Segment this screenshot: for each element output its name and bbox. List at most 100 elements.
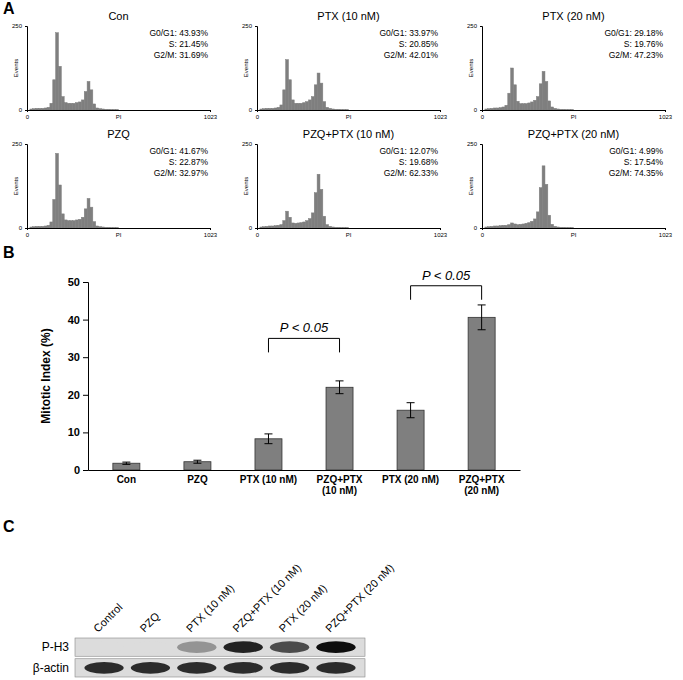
histogram-bar: [300, 223, 303, 228]
histogram-bar: [311, 97, 314, 110]
histogram-bar: [559, 227, 562, 228]
y-tick-mark: [83, 357, 88, 358]
histogram-panel: 010230250PZQG0/G1: 41.67%S: 22.87%G2/M: …: [12, 128, 218, 238]
cell-cycle-stat: G0/G1: 4.99%: [609, 146, 663, 156]
histogram-bar: [340, 227, 343, 228]
histogram-bar: [90, 207, 93, 228]
histogram-bar: [70, 103, 73, 110]
x-tick-mark: [440, 228, 441, 230]
histogram-bar: [64, 103, 67, 110]
histogram-bar: [84, 92, 87, 110]
y-tick: 0: [19, 107, 27, 113]
histogram-bar: [47, 107, 50, 110]
histogram-bar: [505, 225, 508, 228]
x-axis: 0 1023: [481, 228, 673, 238]
histogram-bar: [113, 109, 116, 110]
error-bar: [407, 403, 415, 418]
histogram-bar: [559, 109, 562, 110]
y-tick-label: 250: [467, 141, 478, 147]
x-tick: 0: [256, 228, 260, 238]
histogram-title: PTX (20 nM): [542, 10, 604, 22]
tick-label-line: PTX (20 nM): [382, 474, 439, 485]
x-tick-label: PZQ: [187, 474, 208, 485]
cell-cycle-stat: G2/M: 47.23%: [609, 50, 664, 60]
histogram-bar: [545, 81, 548, 110]
histogram-bar: [56, 153, 59, 228]
histogram-bar: [294, 223, 297, 228]
y-tick-label: 0: [474, 225, 478, 231]
cell-cycle-stat: G0/G1: 29.18%: [604, 28, 663, 38]
histogram-bar: [565, 109, 568, 110]
histogram-bar: [331, 227, 334, 228]
y-tick-mark: [83, 395, 88, 396]
histogram-bar: [556, 227, 559, 228]
y-tick: 40: [68, 314, 88, 326]
histogram-bar: [53, 199, 56, 228]
x-tick-mark: [440, 110, 441, 112]
x-tick-label: Con: [117, 474, 136, 485]
histogram-bar: [519, 104, 522, 110]
y-axis-title: Events: [13, 59, 19, 77]
y-tick: 0: [74, 464, 88, 476]
y-axis: 0 250: [467, 141, 483, 231]
histogram-bars: [485, 166, 574, 228]
x-axis: 01023: [256, 228, 448, 238]
x-axis-title: PI: [346, 114, 352, 120]
histogram-bar: [334, 109, 337, 110]
histogram-panel: 010230250ConG0/G1: 43.93%S: 21.45%G2/M: …: [12, 10, 218, 120]
error-bar: [264, 434, 272, 444]
histogram-bar: [485, 227, 488, 228]
histogram-panel: 010230250PTX (10 nM)G0/G1: 33.97%S: 20.8…: [242, 10, 448, 120]
histogram-bar: [511, 223, 514, 228]
histogram-bar: [283, 90, 286, 110]
histogram-bar: [334, 227, 337, 228]
x-tick-label: 0: [481, 114, 485, 120]
x-tick-label: 0: [481, 232, 485, 238]
cell-cycle-stat: G2/M: 32.97%: [154, 168, 209, 178]
histogram-bar: [119, 110, 210, 111]
y-axis-line: [25, 145, 28, 229]
histogram-bar: [288, 217, 291, 228]
histogram-bar: [297, 103, 300, 110]
y-tick-label: 0: [249, 107, 253, 113]
x-tick: Con: [117, 470, 136, 485]
x-axis-title: PI: [116, 114, 122, 120]
histogram-bar: [76, 220, 79, 228]
histogram-bar: [93, 104, 96, 110]
histogram-bar: [519, 224, 522, 228]
y-axis: 0250: [12, 141, 28, 231]
histogram-bar: [93, 222, 96, 228]
y-tick-label: 30: [68, 351, 80, 363]
histogram-bar: [96, 108, 99, 110]
x-axis-line: [483, 229, 666, 231]
y-tick-label: 0: [74, 464, 80, 476]
y-tick-label: 250: [242, 141, 253, 147]
histogram-panel: 010230250PZQ+PTX (10 nM)G0/G1: 12.07%S: …: [242, 128, 448, 238]
histogram-bar: [329, 108, 332, 110]
histogram-bar: [96, 226, 99, 228]
blot-band: [270, 641, 309, 653]
x-tick: 0: [481, 228, 485, 238]
histogram-bar: [283, 221, 286, 228]
cell-cycle-stat: S: 19.76%: [624, 39, 664, 49]
y-axis-title: Events: [243, 177, 249, 195]
x-tick: 1023: [434, 110, 448, 120]
blot-row-label: β-actin: [33, 661, 69, 675]
histogram-bar: [491, 108, 494, 110]
histogram-bar: [346, 109, 349, 110]
y-axis-line: [255, 145, 258, 229]
histogram-bar: [309, 100, 312, 110]
tick-label-line: PZQ: [187, 474, 208, 485]
histogram-bar: [542, 166, 545, 228]
histogram-bar: [99, 109, 102, 110]
histogram-bar: [320, 189, 323, 228]
histogram-bar: [113, 227, 116, 228]
bar: [468, 317, 495, 470]
x-tick-label: 1023: [659, 232, 673, 238]
significance-bracket: [268, 338, 339, 352]
histogram-bar: [38, 108, 41, 110]
blot-band: [84, 662, 123, 674]
y-tick: 250: [467, 23, 482, 29]
histogram-bar: [76, 103, 79, 110]
histogram-bar: [79, 219, 82, 228]
